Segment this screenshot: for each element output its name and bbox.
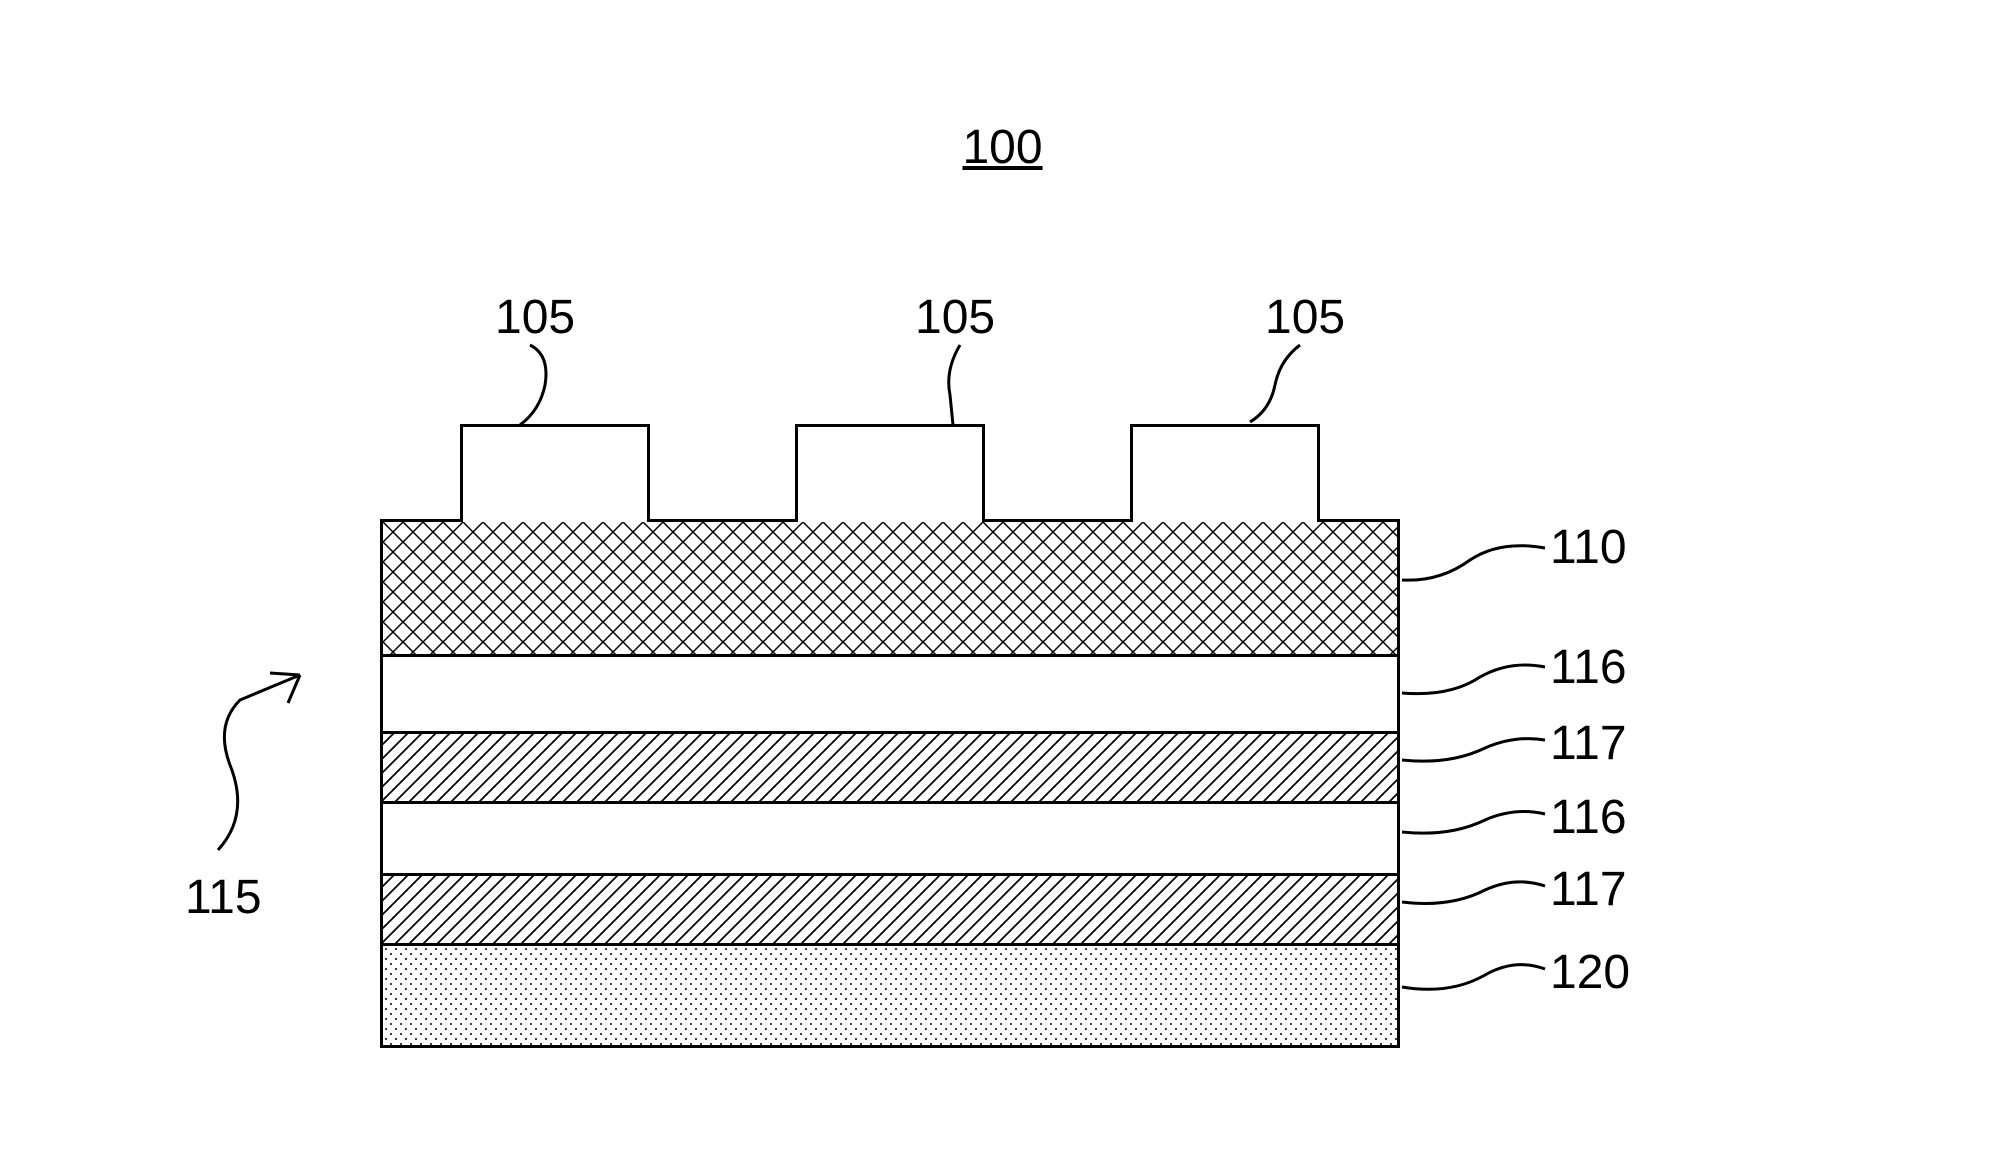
label-116-lower: 116 <box>1550 790 1627 845</box>
label-110: 110 <box>1550 520 1627 575</box>
figure-title: 100 <box>962 120 1042 175</box>
label-116-upper: 116 <box>1550 640 1627 695</box>
label-105-1: 105 <box>495 290 575 345</box>
leader-116-upper <box>1400 655 1550 705</box>
leader-105-1 <box>515 340 615 430</box>
layer-120 <box>380 943 1400 1048</box>
feature-105-1 <box>460 424 650 522</box>
leader-120 <box>1400 955 1550 1000</box>
layer-110 <box>380 519 1400 657</box>
layer-116-lower <box>380 801 1400 876</box>
leader-117-lower <box>1400 872 1550 912</box>
label-120: 120 <box>1550 945 1630 1000</box>
leader-105-3 <box>1225 340 1325 430</box>
leader-116-lower <box>1400 802 1550 842</box>
layer-117-upper <box>380 731 1400 804</box>
label-105-3: 105 <box>1265 290 1345 345</box>
label-117-upper: 117 <box>1550 716 1627 771</box>
arrow-115 <box>200 665 360 865</box>
feature-105-2 <box>795 424 985 522</box>
leader-105-2 <box>935 340 995 430</box>
layer-stack <box>380 424 1400 953</box>
label-117-lower: 117 <box>1550 862 1627 917</box>
label-115: 115 <box>185 870 262 925</box>
label-105-2: 105 <box>915 290 995 345</box>
leader-110 <box>1400 540 1550 590</box>
layer-117-lower <box>380 873 1400 946</box>
feature-105-3 <box>1130 424 1320 522</box>
leader-117-upper <box>1400 730 1550 770</box>
layer-116-upper <box>380 654 1400 734</box>
